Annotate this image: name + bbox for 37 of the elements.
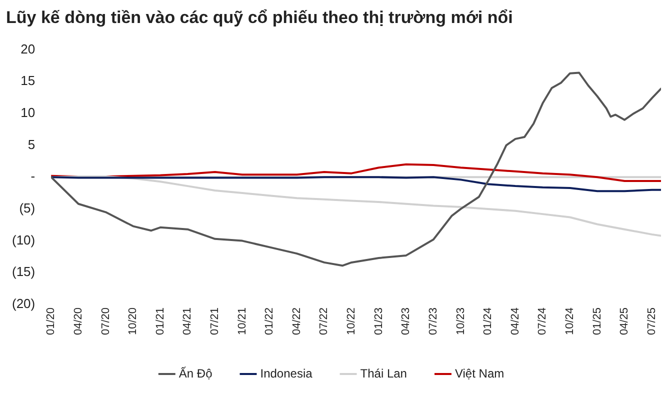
y-tick-label: 15 xyxy=(20,73,36,88)
x-tick-label: 10/23 xyxy=(454,307,467,336)
x-tick-label: 04/22 xyxy=(290,307,303,336)
x-tick-label: 01/23 xyxy=(372,307,385,336)
x-tick-label: 07/20 xyxy=(100,307,112,336)
y-tick-label: 5 xyxy=(28,136,36,152)
y-tick-label: (20) xyxy=(12,296,36,312)
legend-label: Indonesia xyxy=(260,366,313,380)
x-tick-label: 04/25 xyxy=(618,307,631,336)
y-tick-label: (5) xyxy=(19,200,36,216)
y-tick-label: (15) xyxy=(12,264,36,280)
y-tick-label: (10) xyxy=(12,232,36,248)
x-tick-label: 10/20 xyxy=(127,307,140,336)
x-tick-label: 01/25 xyxy=(591,307,604,336)
chart-title: Lũy kế dòng tiền vào các quỹ cổ phiếu theo thị trường mới nổi xyxy=(5,7,514,29)
x-tick-label: 10/22 xyxy=(346,307,358,336)
x-tick-label: 01/20 xyxy=(45,307,58,336)
legend-label: Việt Nam xyxy=(454,366,504,380)
x-tick-label: 04/20 xyxy=(72,307,84,336)
y-tick-label: - xyxy=(30,168,36,184)
legend-label: Ấn Độ xyxy=(178,366,213,380)
x-tick-label: 10/24 xyxy=(564,307,576,336)
x-tick-label: 07/21 xyxy=(209,307,221,336)
x-tick-label: 01/24 xyxy=(482,307,494,336)
x-tick-label: 04/21 xyxy=(182,307,194,336)
x-tick-label: 07/23 xyxy=(427,307,440,336)
x-tick-label: 07/22 xyxy=(318,307,330,336)
x-tick-label: 01/21 xyxy=(154,307,166,336)
x-tick-label: 04/23 xyxy=(400,307,412,336)
x-tick-label: 07/25 xyxy=(646,307,658,336)
x-tick-label: 04/24 xyxy=(509,307,522,336)
y-tick-label: 20 xyxy=(20,41,36,56)
x-tick-label: 10/21 xyxy=(236,307,248,336)
x-tick-label: 01/22 xyxy=(264,307,276,336)
legend-label: Thái Lan xyxy=(360,366,407,380)
y-tick-label: 10 xyxy=(20,105,36,120)
x-tick-label: 07/24 xyxy=(536,307,549,336)
